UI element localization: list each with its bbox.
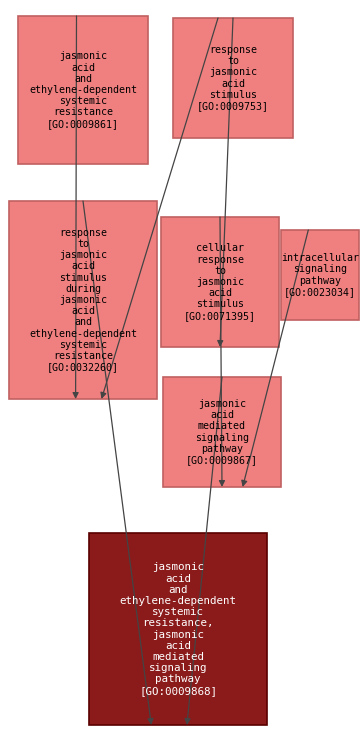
Text: response
to
jasmonic
acid
stimulus
[GO:0009753]: response to jasmonic acid stimulus [GO:0… [197,45,269,111]
Text: response
to
jasmonic
acid
stimulus
during
jasmonic
acid
and
ethylene-dependent
s: response to jasmonic acid stimulus durin… [29,228,137,372]
FancyBboxPatch shape [173,18,293,138]
Text: jasmonic
acid
mediated
signaling
pathway
[GO:0009867]: jasmonic acid mediated signaling pathway… [186,399,258,465]
FancyBboxPatch shape [18,16,148,164]
FancyBboxPatch shape [163,377,281,487]
FancyBboxPatch shape [9,201,157,399]
Text: intracellular
signaling
pathway
[GO:0023034]: intracellular signaling pathway [GO:0023… [281,253,359,297]
FancyBboxPatch shape [281,230,359,320]
FancyBboxPatch shape [161,217,279,347]
Text: cellular
response
to
jasmonic
acid
stimulus
[GO:0071395]: cellular response to jasmonic acid stimu… [184,244,256,320]
Text: jasmonic
acid
and
ethylene-dependent
systemic
resistance,
jasmonic
acid
mediated: jasmonic acid and ethylene-dependent sys… [120,562,237,696]
Text: jasmonic
acid
and
ethylene-dependent
systemic
resistance
[GO:0009861]: jasmonic acid and ethylene-dependent sys… [29,51,137,129]
FancyBboxPatch shape [89,533,267,725]
